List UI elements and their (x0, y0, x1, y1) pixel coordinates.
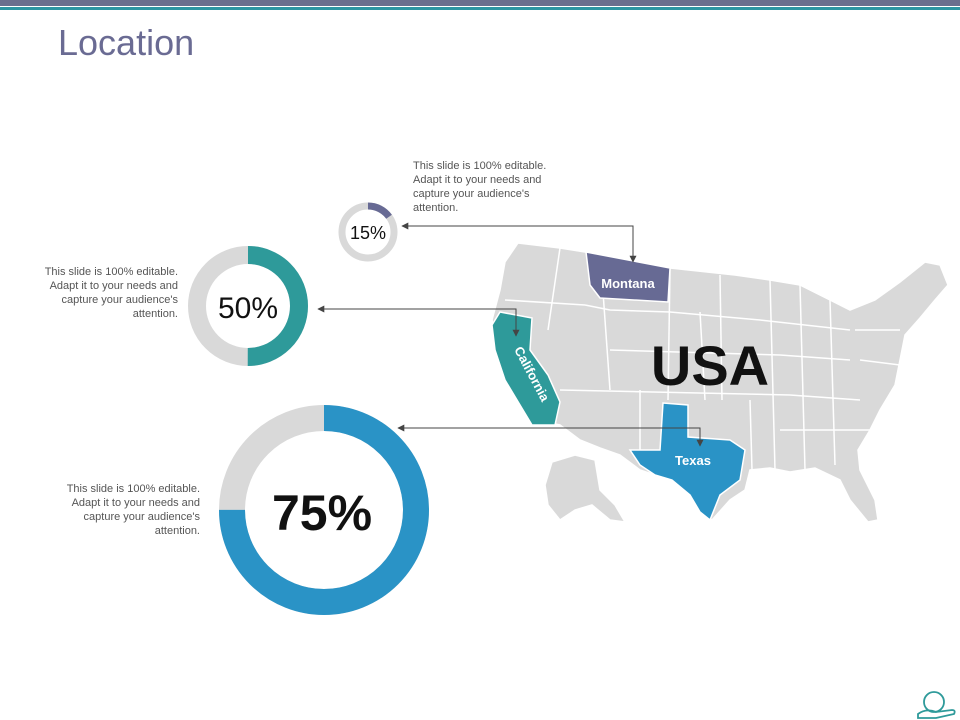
slide-title: Location (58, 22, 195, 63)
usa-map (491, 242, 949, 523)
alaska (544, 454, 627, 523)
country-label: USA (651, 334, 769, 397)
texas-state (628, 402, 746, 522)
donut-fill (338, 202, 398, 262)
footer-logo-icon (917, 691, 956, 719)
california-connector (317, 305, 520, 337)
donut-percent-label: 75% (272, 485, 372, 541)
montana-description: This slide is 100% editable. Adapt it to… (413, 159, 546, 215)
california-description: This slide is 100% editable. Adapt it to… (20, 265, 178, 321)
top-accent-stripe-dark (0, 0, 960, 6)
montana-connector (401, 222, 637, 263)
donut-california: 50% (188, 246, 308, 366)
montana-label: Montana (601, 276, 655, 291)
desc-line: capture your audience's (413, 188, 530, 200)
desc-line: Adapt it to your needs and (71, 497, 200, 509)
desc-line: attention. (154, 525, 200, 537)
montana-state (585, 251, 671, 303)
desc-line: Adapt it to your needs and (413, 174, 542, 186)
desc-line: Adapt it to your needs and (49, 280, 178, 292)
donut-texas: 75% (219, 405, 429, 615)
donut-fill (188, 246, 308, 366)
desc-line: This slide is 100% editable. (413, 160, 547, 172)
connectors (317, 222, 704, 447)
desc-line: This slide is 100% editable. (66, 483, 200, 495)
top-accent-stripe-teal (0, 7, 960, 10)
donut-percent-label: 50% (218, 292, 278, 325)
texas-description: This slide is 100% editable. Adapt it to… (40, 482, 200, 538)
texas-label: Texas (675, 453, 711, 468)
donut-percent-label: 15% (350, 223, 386, 243)
desc-line: attention. (413, 202, 459, 214)
desc-line: capture your audience's (61, 294, 178, 306)
desc-line: This slide is 100% editable. (44, 266, 178, 278)
donut-fill (219, 405, 429, 615)
donut-montana: 15% (338, 202, 398, 262)
desc-line: attention. (132, 308, 178, 320)
top-accent-bar (0, 0, 960, 14)
texas-connector (397, 424, 704, 447)
desc-line: capture your audience's (83, 511, 200, 523)
